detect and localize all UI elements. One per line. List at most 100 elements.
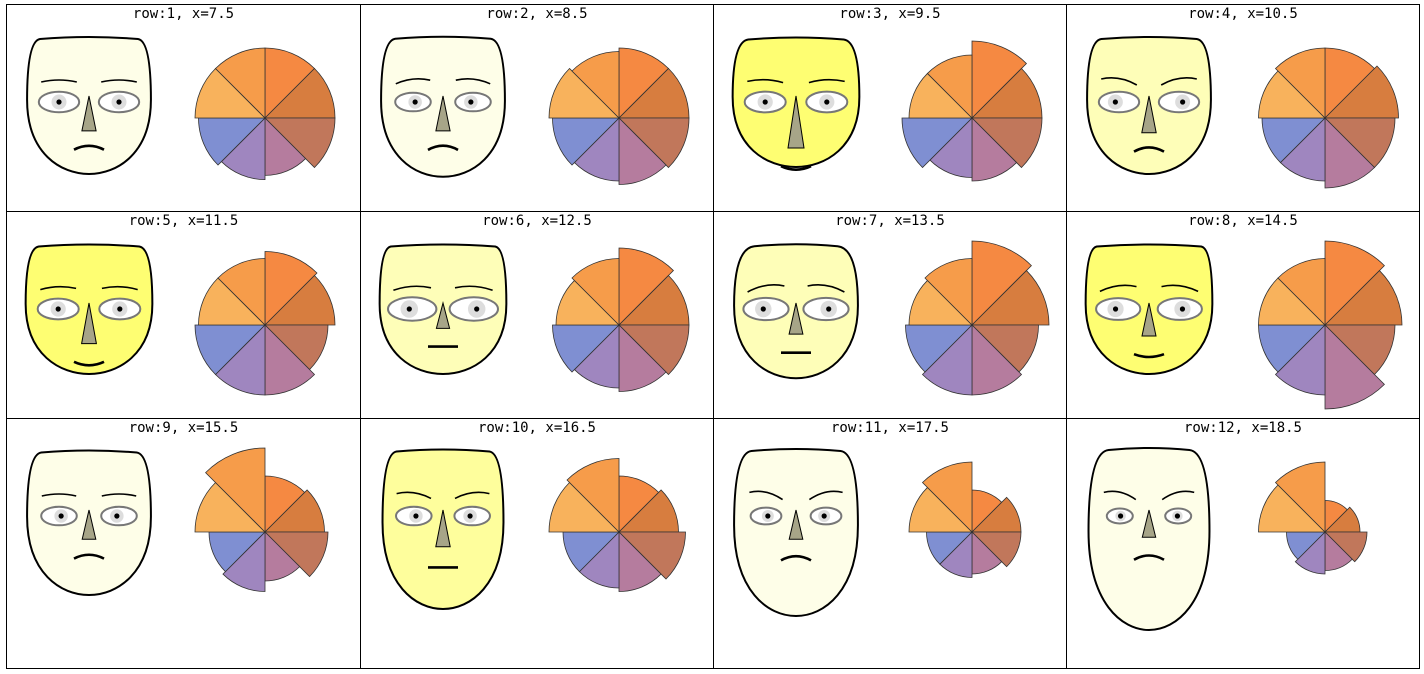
glyph-canvas	[733, 448, 1022, 618]
glyph-canvas	[380, 35, 690, 185]
glyph-canvas	[1086, 36, 1399, 189]
star-wedge	[1324, 269, 1403, 326]
star-wedge	[901, 117, 973, 169]
panel-title: row:11, x=17.5	[830, 420, 949, 436]
face-outline	[1087, 447, 1211, 632]
nose	[1141, 95, 1157, 134]
glyph-canvas	[26, 36, 336, 181]
star-wedge	[214, 47, 266, 119]
left-pupil	[58, 513, 64, 519]
left-pupil	[406, 306, 412, 312]
mouth	[427, 144, 459, 152]
panel-title: row:10, x=16.5	[477, 420, 596, 436]
star-wedge	[548, 67, 620, 119]
right-eyebrow	[1161, 490, 1195, 501]
panel: row:2, x=8.5	[360, 4, 714, 212]
left-pupil	[56, 99, 62, 105]
nose	[81, 95, 97, 132]
panel: row:11, x=17.5	[713, 418, 1067, 669]
panel: row:1, x=7.5	[6, 4, 361, 212]
panel-title: row:5, x=11.5	[128, 213, 239, 229]
star-wedge	[1324, 531, 1368, 563]
left-eyebrow	[747, 78, 784, 84]
glyph-canvas	[731, 36, 1043, 182]
right-pupil	[114, 513, 120, 519]
left-pupil	[1112, 99, 1118, 105]
mouth	[1133, 146, 1165, 153]
nose	[787, 95, 805, 149]
left-eyebrow	[393, 285, 432, 291]
left-pupil	[1112, 306, 1119, 312]
star-wedge	[1324, 65, 1399, 119]
star-wedge	[1274, 47, 1326, 119]
left-eyebrow	[41, 79, 77, 83]
panel-title: row:2, x=8.5	[486, 6, 588, 22]
star-wedge	[971, 240, 1032, 326]
glyph-canvas	[378, 243, 690, 392]
star-wedge	[566, 458, 620, 533]
star-wedge	[552, 324, 620, 373]
right-pupil	[474, 306, 480, 312]
star-wedge	[1277, 258, 1326, 326]
star-wedge	[222, 531, 266, 592]
mouth	[1133, 554, 1165, 561]
right-pupil	[117, 306, 123, 312]
star-wedge	[971, 531, 1022, 568]
right-pupil	[1174, 513, 1181, 519]
star-wedge	[1324, 117, 1376, 189]
left-eyebrow	[747, 284, 785, 293]
mouth	[780, 554, 812, 562]
left-pupil	[765, 513, 771, 519]
star-wedge	[971, 117, 1018, 182]
panel: row:6, x=12.5	[360, 211, 714, 419]
right-eyebrow	[101, 493, 137, 497]
right-pupil	[1180, 99, 1186, 105]
right-eyebrow	[808, 78, 845, 84]
nose	[435, 301, 451, 329]
right-pupil	[824, 99, 830, 105]
star-wedge	[1274, 461, 1326, 533]
mouth	[73, 144, 105, 151]
right-eyebrow	[808, 490, 843, 501]
panel: row:3, x=9.5	[713, 4, 1067, 212]
star-wedge	[1324, 240, 1385, 326]
nose	[81, 302, 97, 345]
left-pupil	[413, 513, 419, 519]
right-eyebrow	[101, 79, 137, 83]
panel-title: row:7, x=13.5	[835, 213, 945, 229]
glyph-grid: row:1, x=7.5 row:2, x=8.5 row:3, x=9.5 row:…	[6, 4, 1420, 669]
nose	[81, 509, 97, 540]
star-wedge	[571, 51, 620, 119]
mouth	[780, 165, 812, 171]
left-pupil	[1117, 513, 1124, 519]
star-wedge	[571, 258, 620, 326]
panel-title: row:12, x=18.5	[1183, 420, 1302, 436]
star-wedge	[1324, 324, 1385, 410]
left-eyebrow	[396, 491, 432, 500]
left-eyebrow	[1101, 77, 1138, 86]
right-eyebrow	[101, 285, 138, 291]
right-pupil	[467, 513, 473, 519]
right-eyebrow	[455, 78, 491, 85]
glyph-canvas	[1087, 447, 1368, 632]
star-wedge	[264, 251, 318, 326]
star-wedge	[618, 531, 662, 592]
star-wedge	[971, 269, 1050, 326]
star-wedge	[264, 274, 336, 326]
star-wedge	[971, 40, 1028, 119]
star-wedge	[618, 531, 686, 580]
star-wedge	[921, 324, 973, 396]
left-pupil	[760, 306, 766, 312]
right-eyebrow	[454, 285, 493, 291]
star-wedge	[921, 461, 973, 533]
right-pupil	[468, 99, 474, 105]
star-wedge	[971, 117, 1043, 169]
left-eyebrow	[395, 78, 431, 85]
panel-title: row:8, x=14.5	[1188, 213, 1298, 229]
panel-title: row:4, x=10.5	[1188, 6, 1298, 22]
star-wedge	[618, 247, 675, 326]
panel: row:10, x=16.5	[360, 418, 714, 669]
left-pupil	[412, 99, 418, 105]
glyph-canvas	[733, 240, 1050, 396]
panel-title: row:6, x=12.5	[482, 213, 592, 229]
